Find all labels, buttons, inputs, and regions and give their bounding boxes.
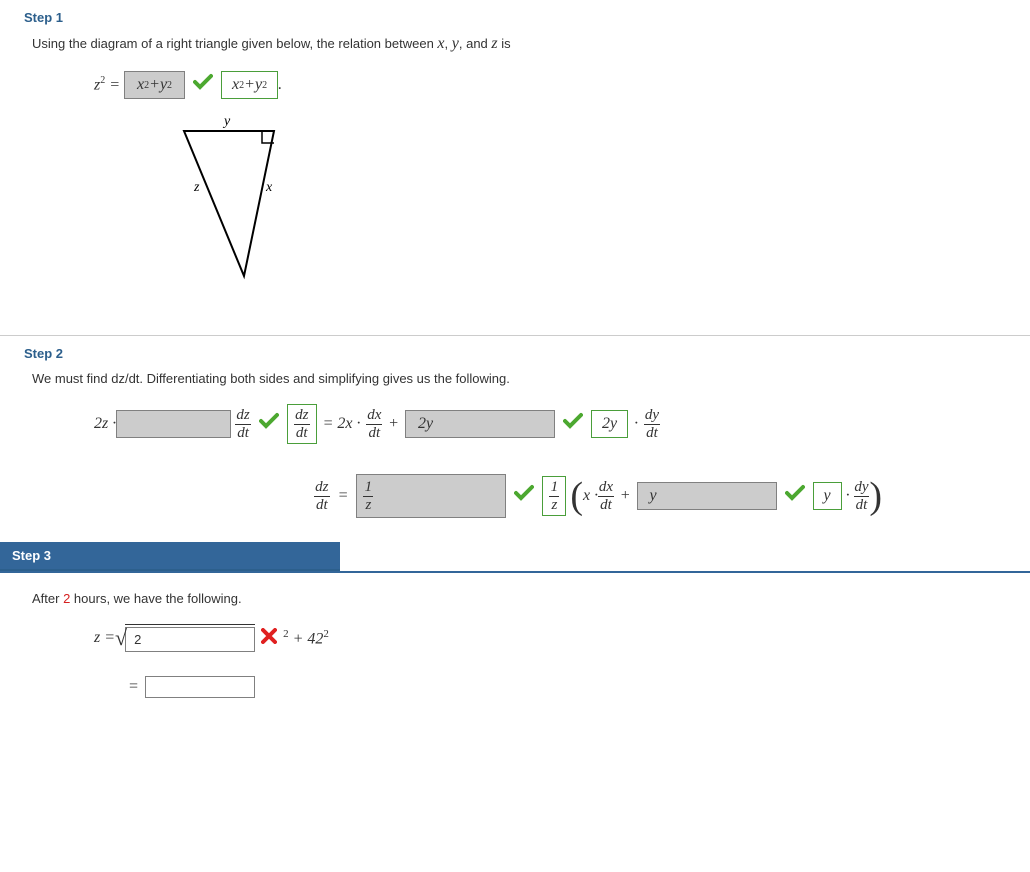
step2-l1-dydt: dy dt xyxy=(644,407,660,441)
step3-rest: 2 + 422 xyxy=(283,628,329,648)
step2-l2-xdot: x · xyxy=(583,487,598,505)
triangle-label-y: y xyxy=(222,114,231,129)
step2-l2-box2[interactable]: y xyxy=(637,482,777,510)
sqrt-bar: 2 xyxy=(125,624,255,652)
check-icon xyxy=(785,483,805,509)
step2-header: Step 2 xyxy=(24,346,1006,361)
step3-input1[interactable]: 2 xyxy=(125,627,255,652)
step3-l2-lhs: = xyxy=(128,678,139,696)
step2-l2-plus: + xyxy=(620,487,631,505)
step3-intro: After 2 hours, we have the following. xyxy=(32,591,1006,606)
step2-l2-correct2: y xyxy=(813,482,842,510)
step2-l1-plus: + xyxy=(388,415,399,433)
step2-l1-2z: 2z · xyxy=(94,415,116,433)
step2-l1-dot: · xyxy=(634,415,638,433)
step2-l2-eq: = xyxy=(338,487,349,505)
step2-l1-frac-dz-dt: dz dt xyxy=(235,407,251,441)
step2-l2-correct1: 1 z xyxy=(542,476,566,516)
triangle-label-x: x xyxy=(265,180,273,195)
step1-answer-input[interactable]: x2 + y2 xyxy=(124,71,185,99)
x-icon xyxy=(261,628,277,649)
check-icon xyxy=(563,411,583,437)
step2-l1-dxdt: dx dt xyxy=(366,407,382,441)
step2-line1: 2z · dz dt dz dt = 2x · dx dt + 2y 2y xyxy=(94,404,1006,444)
check-icon xyxy=(259,411,279,437)
step2-l2-dzdt: dz dt xyxy=(314,479,330,513)
sqrt-symbol: √ xyxy=(115,625,127,651)
step2-l1-correct2: 2y xyxy=(591,410,628,438)
step1-correct-answer: x2 + y2 xyxy=(221,71,278,99)
step2-l2-box1[interactable]: 1 z xyxy=(356,474,506,518)
step1-section: Step 1 Using the diagram of a right tria… xyxy=(0,0,1030,315)
step3-input2[interactable] xyxy=(145,676,255,698)
step2-l2-dot: · xyxy=(846,487,850,505)
step1-period: . xyxy=(278,76,282,94)
step3-line1: z = √ 2 2 + 422 xyxy=(94,624,1006,652)
step1-equation-row: z2 = x2 + y2 x2 + y2 . xyxy=(94,71,1006,99)
check-icon xyxy=(193,72,213,98)
close-paren: ) xyxy=(869,477,882,515)
triangle-label-z: z xyxy=(193,180,200,195)
step1-header: Step 1 xyxy=(24,10,1006,25)
step2-l1-box2[interactable]: 2y xyxy=(405,410,555,438)
step3-divider: Step 3 xyxy=(0,542,1030,573)
check-icon xyxy=(514,483,534,509)
step3-section: After 2 hours, we have the following. z … xyxy=(0,583,1030,722)
step2-l1-eq: = 2x · xyxy=(323,415,361,433)
step3-line2: = xyxy=(128,676,1006,698)
step2-section: Step 2 We must find dz/dt. Differentiati… xyxy=(0,336,1030,542)
step3-l1-lhs: z = xyxy=(94,629,115,647)
triangle-diagram: y z x xyxy=(144,111,344,291)
step2-line2: dz dt = 1 z 1 z ( x · dx dt + y xyxy=(314,474,1006,518)
step2-l1-box1[interactable] xyxy=(116,410,231,438)
step2-l2-dxdt: dx dt xyxy=(598,479,614,513)
open-paren: ( xyxy=(570,477,583,515)
step1-intro: Using the diagram of a right triangle gi… xyxy=(32,35,1006,53)
step3-header: Step 3 xyxy=(0,542,340,571)
step2-l1-correct1: dz dt xyxy=(287,404,317,444)
step1-lhs: z2 = xyxy=(94,75,120,94)
step2-l2-dydt: dy dt xyxy=(854,479,870,513)
step2-intro: We must find dz/dt. Differentiating both… xyxy=(32,371,1006,386)
